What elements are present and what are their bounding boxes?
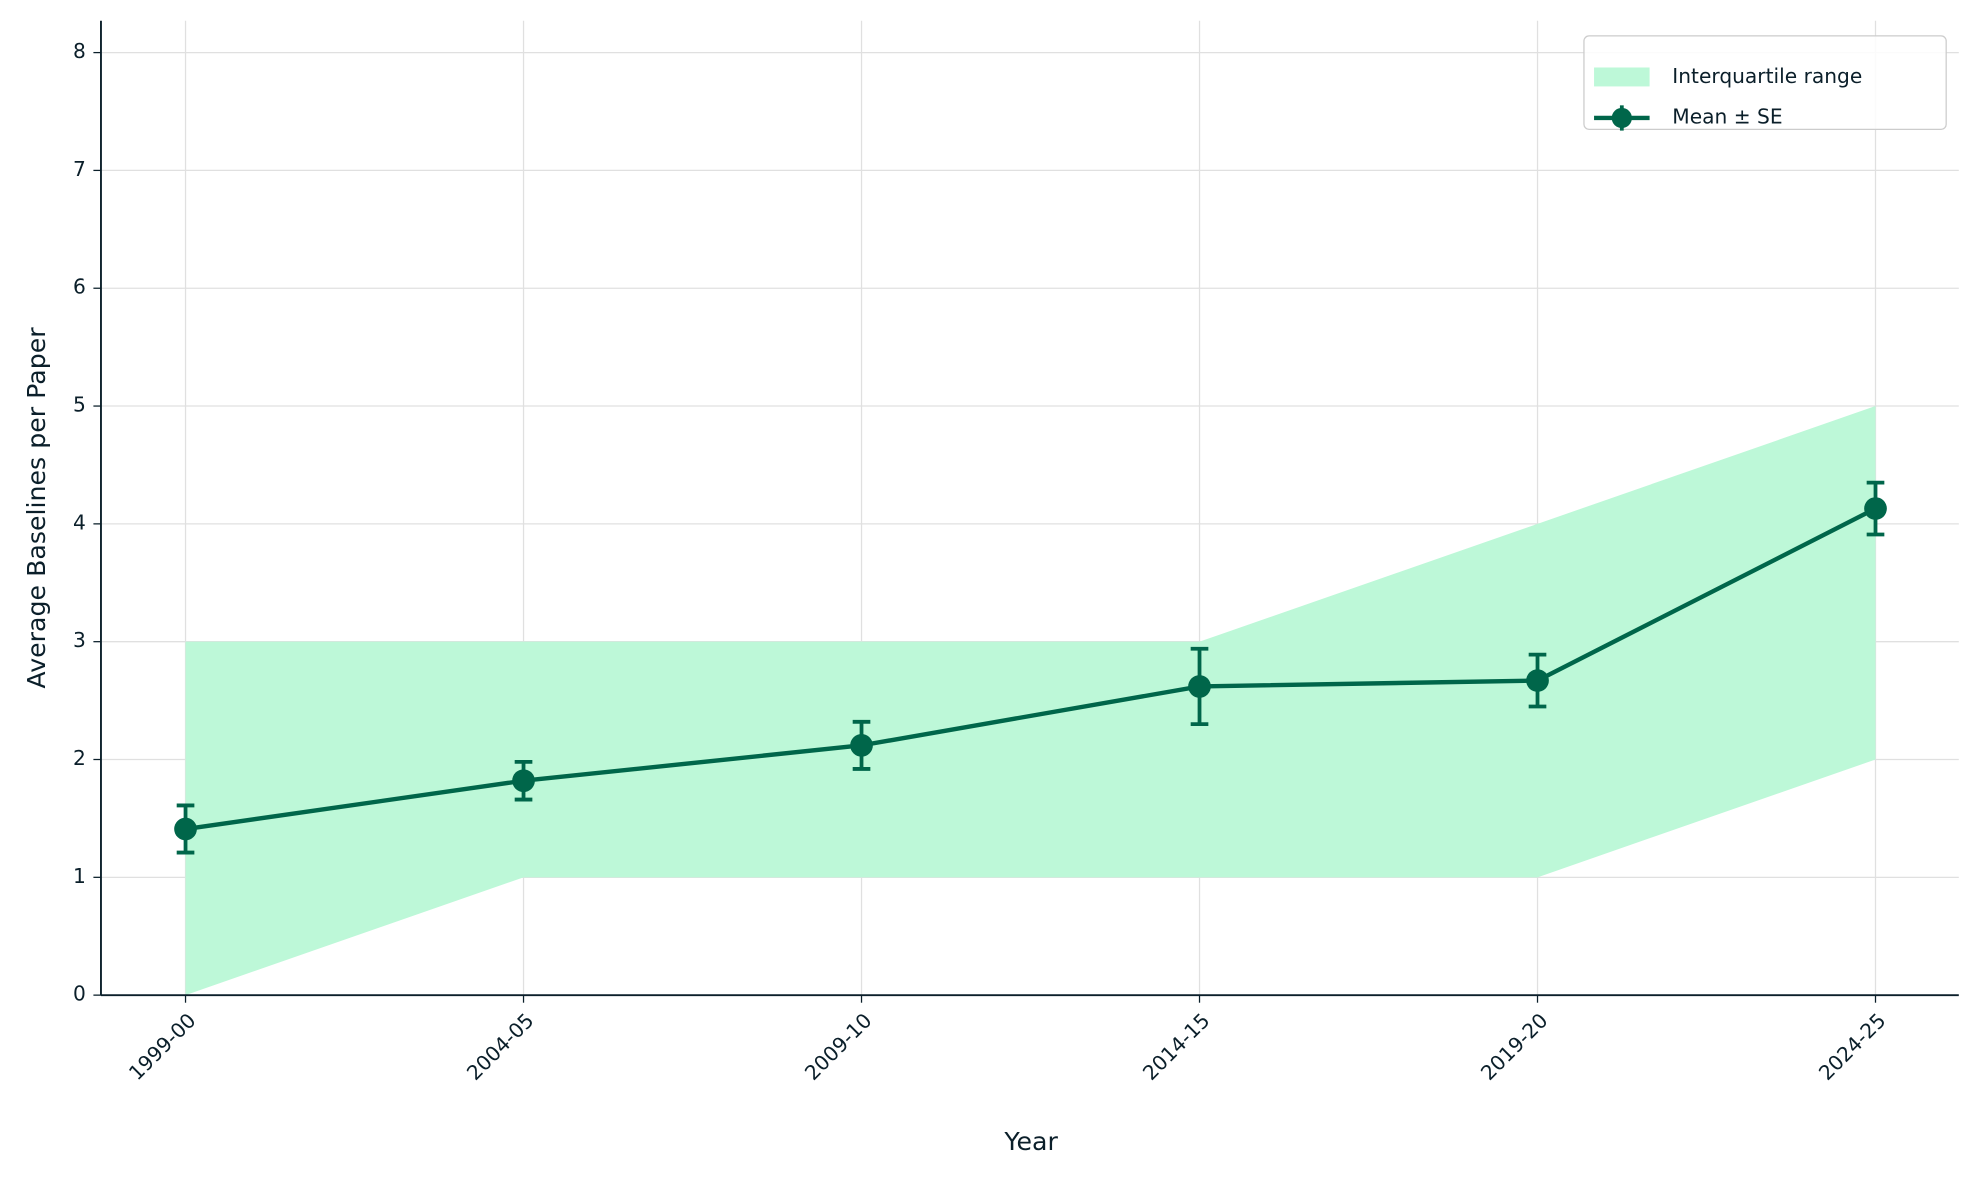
- y-tick-label: 8: [73, 39, 86, 63]
- x-tick-label: 2014-15: [1138, 1008, 1215, 1085]
- mean-point: [512, 769, 535, 793]
- legend-swatch: [1594, 67, 1650, 87]
- mean-point: [1864, 497, 1887, 520]
- y-tick-label: 1: [73, 864, 86, 888]
- mean-point: [1188, 675, 1211, 698]
- y-tick-label: 2: [73, 746, 86, 770]
- legend-box: [1583, 35, 1947, 130]
- x-tick-label: 2004-05: [462, 1008, 539, 1085]
- iqr-band: [185, 406, 1876, 996]
- y-tick-label: 6: [73, 275, 86, 299]
- y-tick-label: 4: [73, 510, 86, 534]
- mean-point: [174, 817, 197, 841]
- legend-marker: [1611, 107, 1632, 129]
- y-tick-label: 5: [73, 393, 86, 417]
- x-tick-label: 2024-25: [1814, 1008, 1891, 1085]
- y-axis-label: Average Baselines per Paper: [22, 327, 51, 689]
- legend-label: Mean ± SE: [1672, 104, 1782, 128]
- x-axis-label: Year: [1003, 1127, 1058, 1156]
- y-tick-label: 3: [73, 628, 86, 652]
- x-tick-label: 2009-10: [800, 1008, 877, 1085]
- y-tick-label: 0: [73, 982, 86, 1006]
- mean-point: [850, 734, 873, 757]
- y-tick-label: 7: [73, 157, 86, 181]
- x-tick-label: 1999-00: [124, 1008, 201, 1085]
- x-tick-label: 2019-20: [1476, 1008, 1553, 1085]
- mean-line: [185, 506, 1877, 832]
- legend-label: Interquartile range: [1672, 64, 1862, 88]
- mean-point: [1526, 669, 1549, 692]
